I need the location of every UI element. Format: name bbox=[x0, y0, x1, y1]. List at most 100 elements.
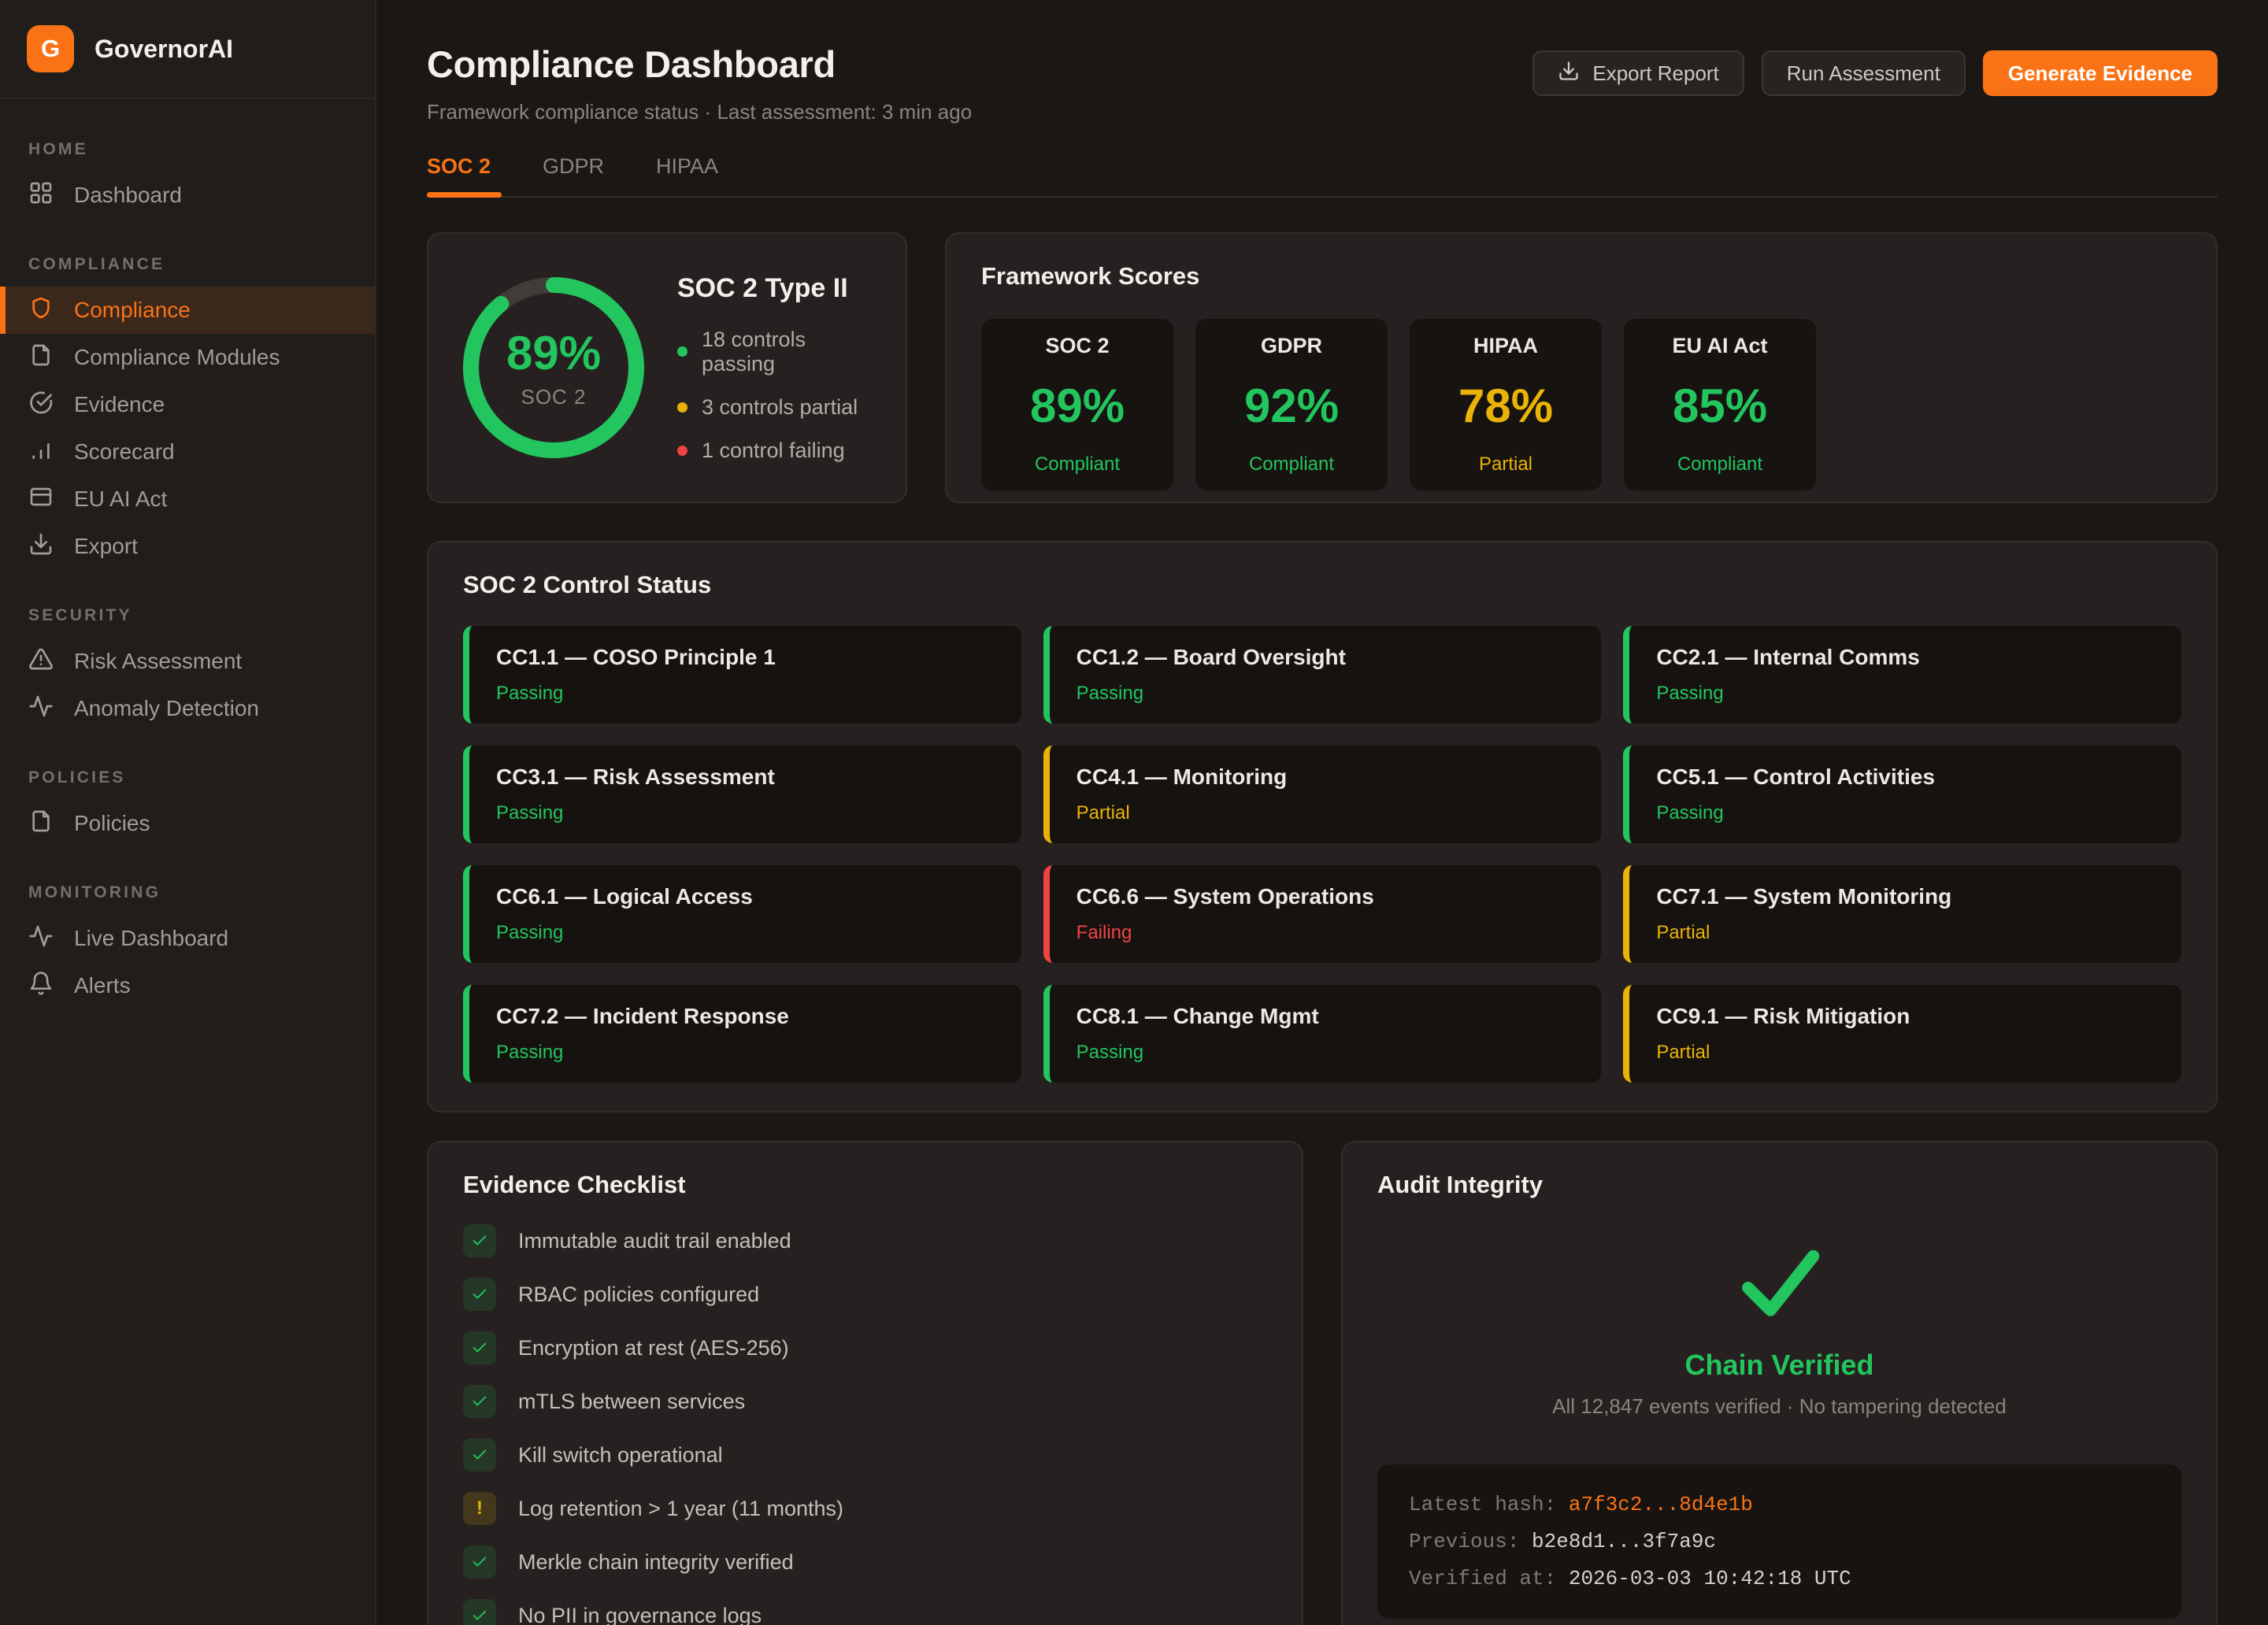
bar-chart-icon bbox=[28, 437, 54, 468]
control-name: CC5.1 — Control Activities bbox=[1656, 764, 1936, 789]
checklist-item[interactable]: Immutable audit trail enabled bbox=[463, 1224, 1267, 1257]
legend-dot-red bbox=[677, 445, 687, 456]
topbar: Compliance Dashboard Framework complianc… bbox=[427, 38, 2218, 124]
checklist-item[interactable]: mTLS between services bbox=[463, 1385, 1267, 1418]
control-tile-cc1-2[interactable]: CC1.2 — Board Oversight Passing bbox=[1043, 626, 1602, 724]
button-label: Run Assessment bbox=[1786, 61, 1940, 85]
donut-arc bbox=[463, 277, 644, 458]
framework-scores-card: Framework Scores SOC 2 89% Compliant GDPR 92… bbox=[945, 232, 2218, 503]
checklist-item[interactable]: Kill switch operational bbox=[463, 1438, 1267, 1471]
checklist-item[interactable]: ! Log retention > 1 year (11 months) bbox=[463, 1492, 1267, 1525]
brand[interactable]: G GovernorAI bbox=[0, 0, 375, 99]
control-name: CC8.1 — Change Mgmt bbox=[1076, 1004, 1319, 1028]
checkmark-icon bbox=[463, 1278, 496, 1311]
sidebar-item-label: Compliance bbox=[74, 298, 191, 322]
soc2-summary-card: 89% SOC 2 SOC 2 Type II 18 controls pass… bbox=[427, 232, 907, 503]
generate-evidence-button[interactable]: Generate Evidence bbox=[1982, 50, 2218, 96]
audit-body: Chain Verified All 12,847 events verifie… bbox=[1377, 1199, 2181, 1619]
control-tile-cc7-1[interactable]: CC7.1 — System Monitoring Partial bbox=[1623, 865, 2181, 963]
hash-label: Verified at: bbox=[1409, 1566, 1569, 1590]
soc2-summary-title: SOC 2 Type II bbox=[677, 272, 848, 303]
main-content: Compliance Dashboard Framework complianc… bbox=[376, 0, 2268, 1625]
checklist-item[interactable]: Merkle chain integrity verified bbox=[463, 1545, 1267, 1579]
score-name: GDPR bbox=[1260, 334, 1322, 357]
hash-value: 2026-03-03 10:42:18 UTC bbox=[1568, 1566, 1851, 1590]
nav-section-label: HOME bbox=[28, 140, 88, 158]
checklist-item[interactable]: No PII in governance logs bbox=[463, 1599, 1267, 1625]
control-tile-cc9-1[interactable]: CC9.1 — Risk Mitigation Partial bbox=[1623, 985, 2181, 1083]
control-tile-cc5-1[interactable]: CC5.1 — Control Activities Passing bbox=[1623, 746, 2181, 843]
control-tile-cc2-1[interactable]: CC2.1 — Internal Comms Passing bbox=[1623, 626, 2181, 724]
sidebar-item-label: Live Dashboard bbox=[74, 926, 229, 950]
legend-item: 18 controls passing bbox=[677, 328, 871, 376]
sidebar-item-evidence[interactable]: Evidence bbox=[0, 381, 375, 428]
sidebar-item-compliance[interactable]: Compliance bbox=[0, 287, 375, 334]
download-icon bbox=[28, 531, 54, 562]
tab-bar: SOC 2 GDPR HIPAA bbox=[427, 154, 2218, 198]
sidebar: G GovernorAI HOME Dashboard COMPLIANCE Comp… bbox=[0, 0, 376, 1625]
bell-icon bbox=[28, 971, 54, 1001]
control-tile-cc6-6[interactable]: CC6.6 — System Operations Failing bbox=[1043, 865, 1602, 963]
control-tile-cc6-1[interactable]: CC6.1 — Logical Access Passing bbox=[463, 865, 1021, 963]
checkmark-icon bbox=[463, 1545, 496, 1579]
sidebar-item-eu-ai-act[interactable]: EU AI Act bbox=[0, 476, 375, 523]
sidebar-item-scorecard[interactable]: Scorecard bbox=[0, 428, 375, 476]
donut-center: 89% SOC 2 bbox=[463, 277, 644, 458]
sidebar-item-risk-assessment[interactable]: Risk Assessment bbox=[0, 638, 375, 685]
checklist-item-text: Log retention > 1 year (11 months) bbox=[518, 1496, 843, 1520]
control-status-title: SOC 2 Control Status bbox=[463, 571, 712, 598]
tab-hipaa[interactable]: HIPAA bbox=[656, 154, 719, 178]
control-status-label: Failing bbox=[1076, 922, 1132, 943]
score-name: SOC 2 bbox=[1045, 334, 1110, 357]
score-status: Compliant bbox=[1677, 453, 1763, 475]
sidebar-item-dashboard[interactable]: Dashboard bbox=[0, 172, 375, 219]
chain-verified-check-icon bbox=[1741, 1249, 1819, 1316]
button-label: Export Report bbox=[1592, 61, 1719, 85]
audit-integrity-card: Audit Integrity Chain Verified All 12,84… bbox=[1341, 1141, 2218, 1625]
sidebar-item-alerts[interactable]: Alerts bbox=[0, 962, 375, 1009]
sidebar-item-policies[interactable]: Policies bbox=[0, 800, 375, 847]
sidebar-item-live-dashboard[interactable]: Live Dashboard bbox=[0, 915, 375, 962]
control-name: CC2.1 — Internal Comms bbox=[1656, 645, 1920, 669]
hash-value: a7f3c2...8d4e1b bbox=[1568, 1493, 1753, 1516]
legend-dot-yellow bbox=[677, 402, 687, 413]
nav-section-label: POLICIES bbox=[28, 768, 126, 787]
sidebar-item-label: Dashboard bbox=[74, 183, 182, 207]
export-report-button[interactable]: Export Report bbox=[1532, 50, 1744, 96]
checkmark-icon bbox=[463, 1331, 496, 1364]
tab-gdpr[interactable]: GDPR bbox=[543, 154, 605, 178]
evidence-checklist-card: Evidence Checklist Immutable audit trail… bbox=[427, 1141, 1303, 1625]
run-assessment-button[interactable]: Run Assessment bbox=[1761, 50, 1966, 96]
control-tile-cc7-2[interactable]: CC7.2 — Incident Response Passing bbox=[463, 985, 1021, 1083]
score-tile-hipaa: HIPAA 78% Partial bbox=[1410, 319, 1602, 490]
nav-section-monitoring: MONITORING Live Dashboard Alerts bbox=[0, 883, 375, 1009]
audit-integrity-title: Audit Integrity bbox=[1377, 1171, 1544, 1198]
checkmark-icon bbox=[463, 1599, 496, 1625]
donut-percent: 89% bbox=[506, 327, 602, 379]
control-name: CC1.1 — COSO Principle 1 bbox=[496, 645, 776, 669]
file-icon bbox=[28, 809, 54, 839]
hash-label: Previous: bbox=[1409, 1529, 1532, 1553]
control-tile-cc3-1[interactable]: CC3.1 — Risk Assessment Passing bbox=[463, 746, 1021, 843]
hash-value: b2e8d1...3f7a9c bbox=[1532, 1529, 1717, 1553]
checkmark-icon bbox=[463, 1385, 496, 1418]
score-value: 78% bbox=[1458, 379, 1554, 432]
control-status-label: Passing bbox=[1076, 1042, 1144, 1063]
grid-icon bbox=[28, 180, 54, 211]
control-status-label: Passing bbox=[1656, 683, 1724, 704]
control-name: CC9.1 — Risk Mitigation bbox=[1656, 1004, 1910, 1028]
control-tile-cc4-1[interactable]: CC4.1 — Monitoring Partial bbox=[1043, 746, 1602, 843]
tab-soc-2[interactable]: SOC 2 bbox=[427, 154, 502, 198]
sidebar-item-compliance-modules[interactable]: Compliance Modules bbox=[0, 334, 375, 381]
control-tile-cc1-1[interactable]: CC1.1 — COSO Principle 1 Passing bbox=[463, 626, 1021, 724]
sidebar-item-label: Anomaly Detection bbox=[74, 696, 260, 720]
sidebar-item-export[interactable]: Export bbox=[0, 523, 375, 570]
control-name: CC3.1 — Risk Assessment bbox=[496, 764, 775, 789]
checklist-item[interactable]: RBAC policies configured bbox=[463, 1278, 1267, 1311]
sidebar-item-anomaly-detection[interactable]: Anomaly Detection bbox=[0, 685, 375, 732]
control-tile-cc8-1[interactable]: CC8.1 — Change Mgmt Passing bbox=[1043, 985, 1602, 1083]
score-name: HIPAA bbox=[1473, 334, 1538, 357]
legend-text: 18 controls passing bbox=[702, 327, 806, 376]
control-name: CC7.2 — Incident Response bbox=[496, 1004, 789, 1028]
checklist-item[interactable]: Encryption at rest (AES-256) bbox=[463, 1331, 1267, 1364]
